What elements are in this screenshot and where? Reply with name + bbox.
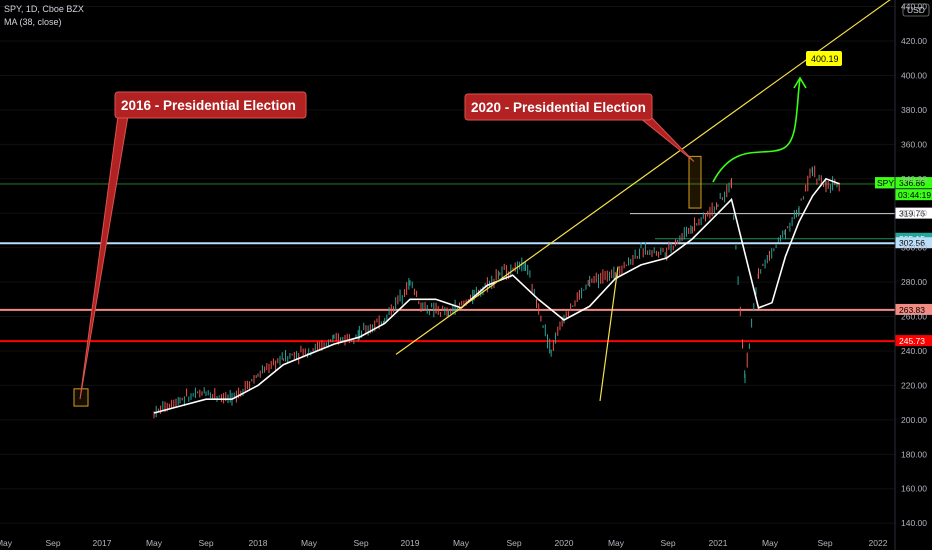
y-tick-label: 160.00 — [901, 484, 927, 494]
callout-pointer-2016 — [79, 115, 129, 400]
projection-arrowhead — [793, 76, 807, 89]
price-tag-text: 336.86 — [899, 178, 925, 188]
horizontal-levels: MA337.37SPY336.8603:44:19319.76305.15302… — [0, 177, 932, 347]
price-tag — [895, 335, 932, 347]
highlight-box-2020 — [688, 155, 702, 209]
x-tick-label: May — [608, 538, 625, 548]
y-tick-label: 220.00 — [901, 380, 927, 390]
price-tag-text: 302.56 — [899, 238, 925, 248]
y-tick-label: 440.00 — [901, 2, 927, 12]
target-pointer — [802, 66, 818, 74]
moving-average — [153, 177, 840, 414]
price-tag-text: 263.83 — [899, 305, 925, 315]
x-tick-label: Sep — [45, 538, 60, 548]
trendline-recovery — [599, 266, 619, 401]
x-tick-label: Sep — [353, 538, 368, 548]
y-tick-label: 260.00 — [901, 312, 927, 322]
callout-label-2016: 2016 - Presidential Election — [121, 98, 296, 113]
callout-pointer-2020 — [638, 117, 695, 162]
callout-box-2020 — [464, 93, 653, 121]
countdown-text: 03:44:19 — [898, 190, 931, 200]
y-tick-label: 180.00 — [901, 449, 927, 459]
y-tick-label: 360.00 — [901, 139, 927, 149]
y-tick-label: 200.00 — [901, 415, 927, 425]
drawings: 2016 - Presidential Election 2020 - Presi… — [73, 0, 891, 407]
price-tag — [895, 207, 932, 219]
x-tick-label: May — [146, 538, 163, 548]
y-tick-label: 280.00 — [901, 277, 927, 287]
countdown-tag — [895, 189, 932, 201]
x-tick-label: 2022 — [869, 538, 888, 548]
x-tick-label: May — [453, 538, 470, 548]
x-tick-label: Sep — [660, 538, 675, 548]
currency-label: USD — [907, 5, 925, 15]
ma-line — [153, 177, 840, 414]
y-tick-label: 340.00 — [901, 174, 927, 184]
price-tag — [895, 303, 932, 315]
y-tick-label: 240.00 — [901, 346, 927, 356]
projection-arrow — [712, 77, 801, 183]
y-tick-label: 320.00 — [901, 208, 927, 218]
target-label: 400.19 — [811, 54, 839, 64]
price-tag — [895, 177, 932, 189]
indicator-legend[interactable]: MA (38, close) — [4, 17, 62, 27]
x-tick-label: 2018 — [249, 538, 268, 548]
price-tag-text: 319.76 — [899, 209, 925, 219]
time-axis[interactable]: May Sep 2017 May Sep 2018 May Sep 2019 May Sep 2020… — [0, 538, 888, 548]
y-tick-label: 420.00 — [901, 36, 927, 46]
y-tick-label: 400.00 — [901, 70, 927, 80]
x-tick-label: Sep — [506, 538, 521, 548]
level-label: SPY — [877, 178, 894, 188]
price-tag-text: 245.73 — [899, 336, 925, 346]
currency-badge[interactable] — [902, 3, 930, 17]
level-label-tag — [875, 177, 895, 189]
x-tick-label: 2021 — [709, 538, 728, 548]
x-tick-label: Sep — [198, 538, 213, 548]
x-tick-label: May — [0, 538, 13, 548]
price-tag — [895, 237, 932, 249]
target-box — [806, 51, 842, 66]
price-axis[interactable]: 140.00 160.00 180.00 200.00 220.00 240.00 260.… — [894, 0, 930, 550]
x-tick-label: May — [301, 538, 318, 548]
price-series — [153, 165, 840, 419]
callout-label-2020: 2020 - Presidential Election — [471, 100, 646, 115]
x-tick-label: 2019 — [401, 538, 420, 548]
x-tick-label: May — [762, 538, 779, 548]
y-tick-label: 140.00 — [901, 518, 927, 528]
x-tick-label: Sep — [817, 538, 832, 548]
x-tick-label: 2020 — [555, 538, 574, 548]
callout-box-2016 — [114, 91, 307, 119]
symbol-title[interactable]: SPY, 1D, Cboe BZX — [4, 4, 84, 14]
y-tick-label: 380.00 — [901, 105, 927, 115]
x-tick-label: 2017 — [93, 538, 112, 548]
grid — [0, 6, 895, 524]
y-tick-label: 300.00 — [901, 243, 927, 253]
